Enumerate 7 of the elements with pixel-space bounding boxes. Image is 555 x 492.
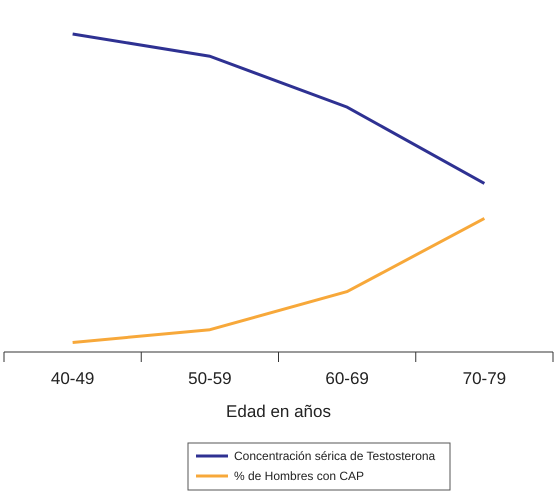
legend-label: Concentración sérica de Testosterona	[234, 449, 436, 463]
x-tick-label: 60-69	[325, 369, 369, 388]
legend-label: % de Hombres con CAP	[234, 469, 364, 483]
x-tick-label: 50-59	[188, 369, 232, 388]
x-axis-title: Edad en años	[226, 402, 331, 421]
x-tick-label: 70-79	[462, 369, 506, 388]
x-tick-label: 40-49	[50, 369, 94, 388]
